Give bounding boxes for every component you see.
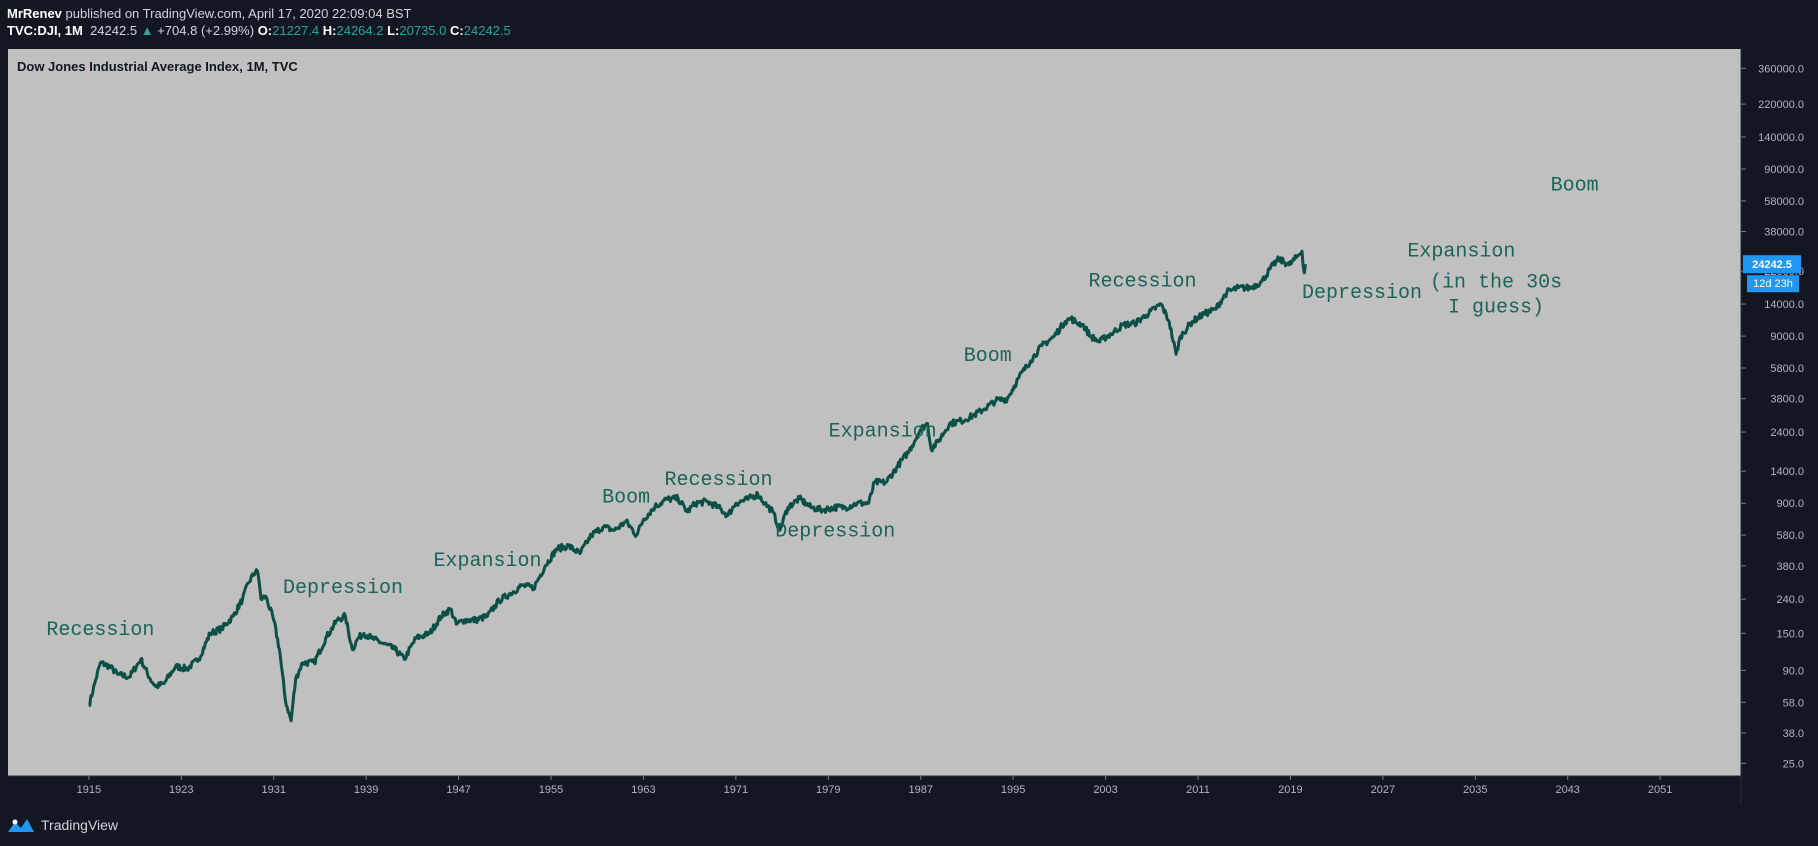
annotation-label: Boom <box>964 345 1012 368</box>
y-tick-label: 90000.0 <box>1764 164 1804 176</box>
annotation-label: Recession <box>665 469 773 492</box>
x-tick-label: 2027 <box>1371 784 1395 796</box>
chart-title: Dow Jones Industrial Average Index, 1M, … <box>17 59 298 74</box>
x-tick-label: 2051 <box>1648 784 1672 796</box>
y-tick-label: 220000.0 <box>1758 99 1804 111</box>
x-tick-label: 1963 <box>631 784 655 796</box>
y-tick-label: 3800.0 <box>1770 394 1804 406</box>
time-axis[interactable] <box>8 776 1741 804</box>
high-label: H: <box>322 23 337 38</box>
annotations: Recession Depression Expansion Boom Recessio… <box>46 174 1598 641</box>
y-tick-label: 5800.0 <box>1770 363 1804 375</box>
y-tick-label: 580.0 <box>1776 530 1804 542</box>
price-tags: 24242.5 12d 23h <box>1743 255 1801 293</box>
last-price-tag-label: 24242.5 <box>1752 259 1792 271</box>
x-tick-label: 1931 <box>261 784 285 796</box>
annotation-label: I guess) <box>1448 296 1544 319</box>
footer: TradingView <box>7 816 118 834</box>
author-name[interactable]: MrRenev <box>7 6 62 21</box>
y-tick-label: 14000.0 <box>1764 299 1804 311</box>
high-value: 24264.2 <box>336 23 384 38</box>
x-tick-label: 1955 <box>539 784 563 796</box>
y-tick-label: 58.0 <box>1783 697 1804 709</box>
x-tick-label: 2019 <box>1278 784 1302 796</box>
x-tick-label: 2043 <box>1555 784 1579 796</box>
annotation-label: Recession <box>46 619 154 642</box>
annotation-label: Depression <box>283 577 403 600</box>
last-price-tag <box>1743 255 1801 274</box>
publish-line: MrRenev published on TradingView.com, Ap… <box>7 5 511 22</box>
x-tick-label: 1939 <box>354 784 378 796</box>
x-tick-label: 1987 <box>908 784 932 796</box>
x-tick-label: 1995 <box>1001 784 1025 796</box>
x-tick-label: 1971 <box>724 784 748 796</box>
countdown-tag-label: 12d 23h <box>1753 278 1793 290</box>
annotation-label: Expansion <box>1407 240 1515 263</box>
x-tick-label: 2011 <box>1186 784 1210 796</box>
x-tick-label: 1979 <box>816 784 840 796</box>
y-tick-label: 380.0 <box>1776 561 1804 573</box>
tradingview-logo-icon[interactable] <box>7 816 35 834</box>
x-tick-label: 2035 <box>1463 784 1487 796</box>
open-label: O: <box>257 23 273 38</box>
chart-header: MrRenev published on TradingView.com, Ap… <box>7 5 511 39</box>
countdown-tag <box>1747 275 1799 293</box>
price-change: +704.8 (+2.99%) <box>157 23 255 38</box>
low-label: L: <box>387 23 400 38</box>
published-text: published on TradingView.com, April 17, … <box>65 6 412 21</box>
close-value: 24242.5 <box>463 23 511 38</box>
y-tick-label: 38000.0 <box>1764 227 1804 239</box>
y-tick-label: 38.0 <box>1783 728 1804 740</box>
x-tick-label: 1923 <box>169 784 193 796</box>
y-tick-label: 58000.0 <box>1764 196 1804 208</box>
y-tick-label: 140000.0 <box>1758 132 1804 144</box>
x-tick-label: 2003 <box>1093 784 1117 796</box>
y-tick-label: 240.0 <box>1776 594 1804 606</box>
open-value: 21227.4 <box>272 23 320 38</box>
y-tick-label: 2400.0 <box>1770 427 1804 439</box>
x-tick-label: 1915 <box>77 784 101 796</box>
symbol-label[interactable]: TVC:DJI, 1M <box>7 23 83 38</box>
annotation-label: Boom <box>1551 174 1599 197</box>
annotation-label: Boom <box>602 486 650 509</box>
plot-area[interactable] <box>8 49 1741 776</box>
y-tick-label: 360000.0 <box>1758 63 1804 75</box>
y-tick-label: 150.0 <box>1776 628 1804 640</box>
last-price: 24242.5 <box>90 23 138 38</box>
annotation-label: Depression <box>1302 282 1422 305</box>
annotation-label: Recession <box>1089 271 1197 294</box>
triangle-up-icon: ▲ <box>140 23 154 38</box>
price-axis[interactable] <box>1741 49 1810 776</box>
y-tick-label: 1400.0 <box>1770 466 1804 478</box>
x-tick-label: 1947 <box>446 784 470 796</box>
close-label: C: <box>450 23 464 38</box>
y-tick-label: 900.0 <box>1776 498 1804 510</box>
y-tick-label: 90.0 <box>1783 665 1804 677</box>
footer-brand[interactable]: TradingView <box>41 817 119 833</box>
annotation-label: Expansion <box>829 421 937 444</box>
y-tick-label: 9000.0 <box>1770 331 1804 343</box>
annotation-label: (in the 30s <box>1430 271 1562 294</box>
ohlc-line: TVC:DJI, 1M 24242.5 ▲ +704.8 (+2.99%) O:… <box>7 22 511 39</box>
y-tick-label: 25.0 <box>1783 758 1804 770</box>
annotation-label: Depression <box>775 520 895 543</box>
low-value: 20735.0 <box>399 23 447 38</box>
x-axis-ticks: 1915 1923 1931 1939 1947 1955 1963 1971 1979 1987… <box>77 776 1672 796</box>
y-axis-ticks: 25.0 38.0 58.0 90.0 150.0 240.0 380.0 580.0 900.… <box>1741 63 1804 770</box>
dji-price-line <box>88 249 1307 723</box>
annotation-label: Expansion <box>433 550 541 573</box>
